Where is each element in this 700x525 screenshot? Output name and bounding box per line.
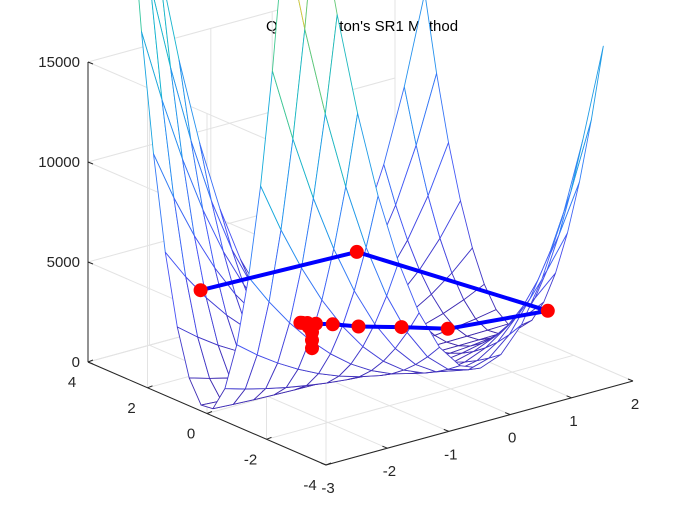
x-tick-mark <box>627 378 634 382</box>
y-tick-label: -2 <box>244 451 257 468</box>
z-tick-mark <box>87 261 94 265</box>
y-tick-mark <box>206 411 213 414</box>
x-tick-mark <box>505 412 511 416</box>
y-tick-mark <box>147 385 153 389</box>
z-tick-label: 10000 <box>38 154 80 171</box>
path-marker <box>193 283 208 298</box>
x-tick-label: 1 <box>569 413 577 430</box>
z-tick-mark <box>87 361 94 365</box>
axis-ticks: -3 -2 -1 0 1 2 -4 -2 0 2 4 0 5000 10000 15000 <box>38 54 639 497</box>
z-tick-mark <box>87 61 94 65</box>
x-tick-mark <box>443 428 449 432</box>
surface-cell <box>570 45 604 192</box>
y-tick-label: 4 <box>68 374 76 391</box>
y-tick-mark <box>87 359 94 363</box>
z-tick-label: 15000 <box>38 54 80 71</box>
path-marker <box>351 319 366 334</box>
grid-line <box>266 354 574 440</box>
y-tick-mark <box>325 462 332 466</box>
path-marker <box>540 303 555 318</box>
x-tick-mark <box>382 445 388 449</box>
y-tick-label: -4 <box>303 477 316 494</box>
y-tick-mark <box>266 436 272 440</box>
grid-line <box>87 0 317 63</box>
path-marker <box>440 321 455 336</box>
z-tick-label: 0 <box>72 354 80 371</box>
optimization-path <box>193 244 555 356</box>
y-tick-label: 0 <box>187 426 195 443</box>
z-tick-label: 5000 <box>47 254 80 271</box>
x-tick-mark <box>566 395 572 399</box>
path-marker <box>349 244 364 259</box>
x-tick-label: 2 <box>631 396 639 413</box>
x-axis-line <box>325 380 634 466</box>
x-tick-label: 0 <box>508 430 516 447</box>
z-tick-mark <box>87 161 94 165</box>
x-tick-label: -1 <box>444 446 457 463</box>
x-tick-label: -3 <box>321 480 334 497</box>
x-tick-label: -2 <box>383 463 396 480</box>
path-marker <box>394 320 409 335</box>
y-tick-label: 2 <box>127 400 135 417</box>
surface-mesh <box>138 0 604 410</box>
path-marker <box>305 341 319 356</box>
x-tick-mark <box>320 462 327 466</box>
path-marker <box>325 317 340 332</box>
